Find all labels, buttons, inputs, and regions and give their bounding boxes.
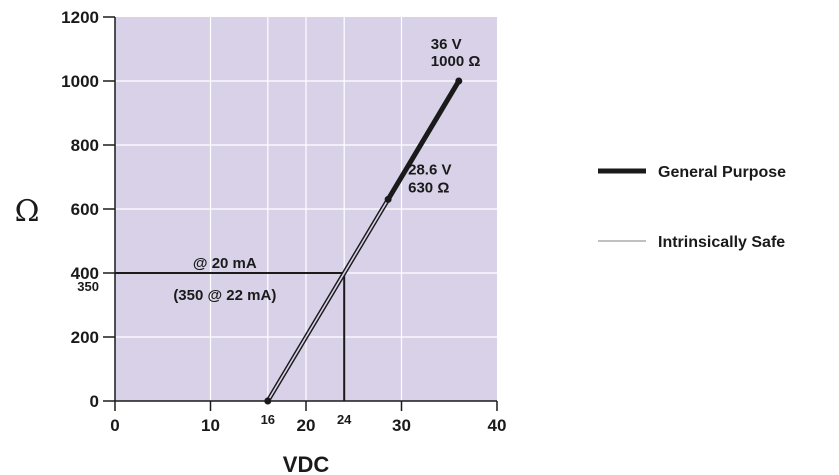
reference-lines: [115, 272, 346, 401]
x-tick-label: 30: [392, 416, 411, 435]
x-tick-label: 10: [201, 416, 220, 435]
legend-label-general-purpose: General Purpose: [658, 164, 786, 181]
y-tick-label: 0: [90, 392, 99, 411]
x-tick-label-extra: 24: [337, 412, 352, 427]
data-point-marker: [384, 195, 392, 203]
data-point-marker: [264, 397, 272, 405]
y-tick-label: 200: [71, 328, 99, 347]
tick-labels: 0 200 400 600 800 1000 1200 350 0 10 20 30 40 16 24: [61, 8, 506, 435]
x-tick-label: 0: [110, 416, 119, 435]
markers-group: [264, 77, 463, 405]
x-tick-label: 20: [297, 416, 316, 435]
data-point-marker: [455, 77, 463, 85]
series-general-purpose: [385, 78, 462, 202]
series-group: [265, 78, 462, 403]
y-tick-label-extra: 350: [77, 279, 99, 294]
annotation-mid-resistance: 630 Ω: [408, 179, 449, 196]
annotation-mid-voltage: 28.6 V: [408, 161, 451, 178]
y-tick-label: 1200: [61, 8, 99, 27]
y-tick-label: 600: [71, 200, 99, 219]
y-axis-title: Ω: [15, 194, 40, 229]
legend: General Purpose Intrinsically Safe: [598, 164, 786, 251]
x-axis-title: VDC: [283, 452, 330, 475]
annotation-top-voltage: 36 V: [431, 36, 462, 53]
annotation-top-resistance: 1000 Ω: [431, 53, 481, 70]
x-tick-label-extra: 16: [261, 412, 275, 427]
annotation-load-22ma: (350 @ 22 mA): [173, 287, 276, 304]
x-tick-label: 40: [488, 416, 507, 435]
y-tick-label: 800: [71, 136, 99, 155]
y-tick-label: 1000: [61, 72, 99, 91]
annotation-load-20ma: @ 20 mA: [193, 255, 257, 272]
y-tick-label: 400: [71, 264, 99, 283]
legend-label-intrinsically-safe: Intrinsically Safe: [658, 234, 785, 251]
